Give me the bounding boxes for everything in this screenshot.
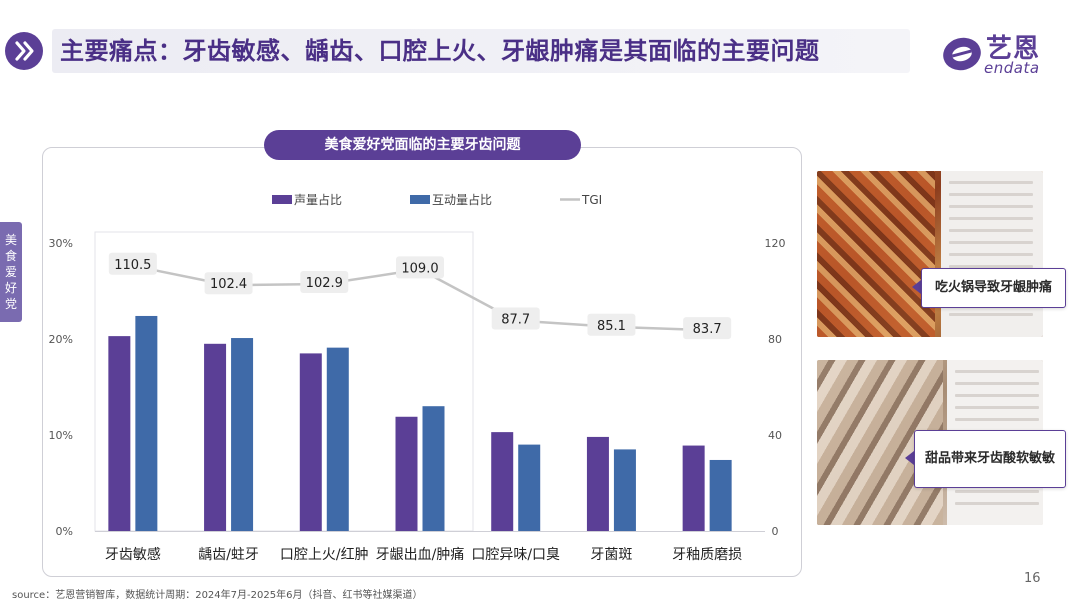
tgi-label-box — [491, 307, 540, 330]
tgi-label-box — [396, 256, 444, 279]
page-number: 16 — [1024, 571, 1041, 586]
legend-swatch — [272, 195, 292, 204]
tgi-data-label: 109.0 — [401, 261, 438, 276]
endata-logo: 艺恩 endata — [940, 28, 1050, 78]
bar-voice-share — [204, 343, 227, 531]
tgi-data-label: 85.1 — [597, 319, 626, 334]
legend-label: 互动量占比 — [432, 192, 492, 207]
y-left-tick-label: 30% — [49, 237, 73, 250]
callout-arrow-icon — [905, 451, 914, 465]
chart-title: 美食爱好党面临的主要牙齿问题 — [264, 130, 581, 160]
y-left-tick-label: 20% — [49, 333, 73, 346]
bar-voice-share — [682, 445, 705, 531]
x-category-label: 牙龈出血/肿痛 — [376, 546, 465, 563]
tgi-data-label: 83.7 — [693, 322, 722, 337]
post-text-area — [941, 171, 1043, 337]
title-bar — [52, 29, 910, 73]
x-category-label: 牙釉质磨损 — [672, 547, 742, 563]
bar-interaction-share — [231, 338, 254, 531]
source-note: source：艺恩营销智库，数据统计周期：2024年7月-2025年6月（抖音、… — [12, 590, 423, 601]
x-category-label: 牙菌斑 — [590, 547, 632, 563]
bar-interaction-share — [613, 449, 636, 531]
x-category-label: 牙齿敏感 — [105, 546, 161, 563]
bar-voice-share — [491, 432, 514, 531]
bar-voice-share — [395, 416, 418, 531]
bar-interaction-share — [709, 459, 732, 531]
tgi-label-box — [683, 317, 732, 340]
callout-arrow-icon — [912, 280, 921, 294]
bar-interaction-share — [326, 347, 349, 531]
bar-interaction-share — [518, 444, 541, 531]
tgi-data-label: 87.7 — [501, 313, 530, 328]
x-category-label: 龋齿/蛀牙 — [198, 547, 259, 563]
y-left-tick-label: 10% — [49, 429, 73, 442]
legend-swatch — [410, 195, 430, 204]
logo-cn-text: 艺恩 — [986, 34, 1041, 64]
callout-dessert: 甜品带来牙齿酸软敏敏 — [914, 430, 1066, 488]
y-right-tick-label: 40 — [768, 429, 782, 442]
x-category-label: 口腔上火/红肿 — [280, 547, 369, 563]
logo-icon — [943, 37, 981, 71]
tgi-label-box — [300, 271, 349, 294]
tgi-label-box — [587, 313, 636, 336]
bar-interaction-share — [135, 315, 158, 531]
bar-voice-share — [586, 436, 609, 531]
side-tab-segment: 美食爱好党 — [0, 222, 22, 322]
hotpot-image — [817, 171, 935, 337]
bar-voice-share — [108, 336, 131, 531]
y-right-tick-label: 120 — [765, 237, 786, 250]
title-bullet-icon — [5, 32, 43, 70]
page-title: 主要痛点：牙齿敏感、龋齿、口腔上火、牙龈肿痛是其面临的主要问题 — [60, 37, 820, 65]
tgi-label-box — [204, 272, 253, 295]
logo-en-text: endata — [984, 59, 1040, 77]
side-tab-label: 美食爱好党 — [5, 233, 18, 311]
y-left-tick-label: 0% — [56, 525, 73, 538]
hotpot-post-screenshot — [817, 171, 1043, 337]
legend-label: 声量占比 — [294, 192, 342, 207]
bar-voice-share — [299, 353, 322, 531]
callout-hotpot: 吃火锅导致牙龈肿痛 — [921, 268, 1066, 308]
y-right-tick-label: 0 — [772, 525, 779, 538]
x-category-label: 口腔异味/口臭 — [471, 547, 560, 563]
legend-label: TGI — [581, 193, 602, 207]
y-right-tick-label: 80 — [768, 333, 782, 346]
tgi-label-box — [108, 252, 157, 275]
tgi-data-label: 110.5 — [114, 258, 151, 273]
tgi-data-label: 102.4 — [210, 277, 247, 292]
tgi-data-label: 102.9 — [306, 276, 343, 291]
bar-interaction-share — [422, 406, 445, 531]
